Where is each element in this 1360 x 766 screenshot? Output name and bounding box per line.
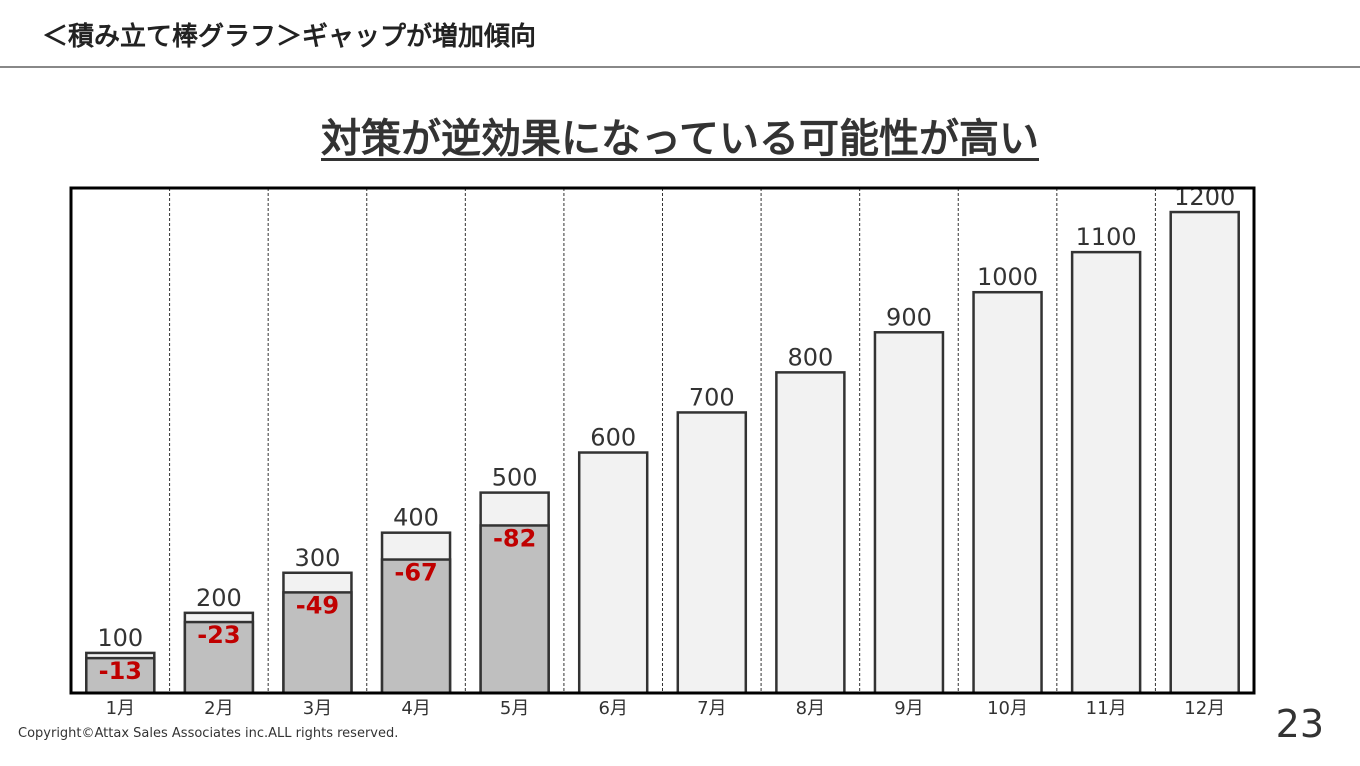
x-tick-label: 5月 [500,698,529,719]
x-tick-label: 11月 [1086,698,1127,719]
bar [1169,210,1240,695]
gap-base [479,524,550,695]
gap-base [183,620,255,695]
gap-label: -49 [296,591,339,619]
bar [775,371,846,695]
value-label: 300 [295,544,341,572]
x-tick-label: 6月 [598,698,627,719]
x-tick-label: 9月 [894,698,923,719]
gap-label: -13 [99,657,142,685]
x-tick-label: 7月 [697,698,726,719]
gap-base [282,591,353,695]
x-tick-label: 3月 [303,698,332,719]
copyright: Copyright©Attax Sales Associates inc.ALL… [18,726,399,741]
header-title: ＜積み立て棒グラフ＞ギャップが増加傾向 [42,22,537,52]
value-label: 900 [886,303,932,331]
chart-title: 対策が逆効果になっている可能性が高い [321,116,1039,162]
gap-label: -82 [493,524,536,552]
value-label: 1100 [1076,223,1137,251]
gap-label: -67 [394,559,437,587]
x-tick-label: 10月 [987,698,1028,719]
x-tick-label: 12月 [1184,698,1225,719]
x-tick-label: 2月 [204,698,233,719]
value-label: 100 [97,624,143,652]
bar [676,411,748,695]
x-tick-label: 8月 [796,698,825,719]
value-label: 500 [492,464,538,492]
bar [873,331,945,695]
x-tick-label: 1月 [106,698,135,719]
plot-frame [69,186,1256,695]
bar [972,290,1043,695]
value-label: 700 [689,383,735,411]
header-rule [0,66,1360,68]
gap-base [85,656,156,695]
bar [577,451,649,695]
bar [1070,250,1142,695]
gap-label: -23 [197,621,240,649]
x-tick-label: 4月 [401,698,430,719]
value-label: 400 [393,504,439,532]
value-label: 200 [196,584,242,612]
gap-base [380,558,452,695]
value-label: 800 [787,343,833,371]
page-number: 23 [1275,702,1324,746]
value-label: 600 [590,424,636,452]
value-label: 1000 [977,263,1038,291]
